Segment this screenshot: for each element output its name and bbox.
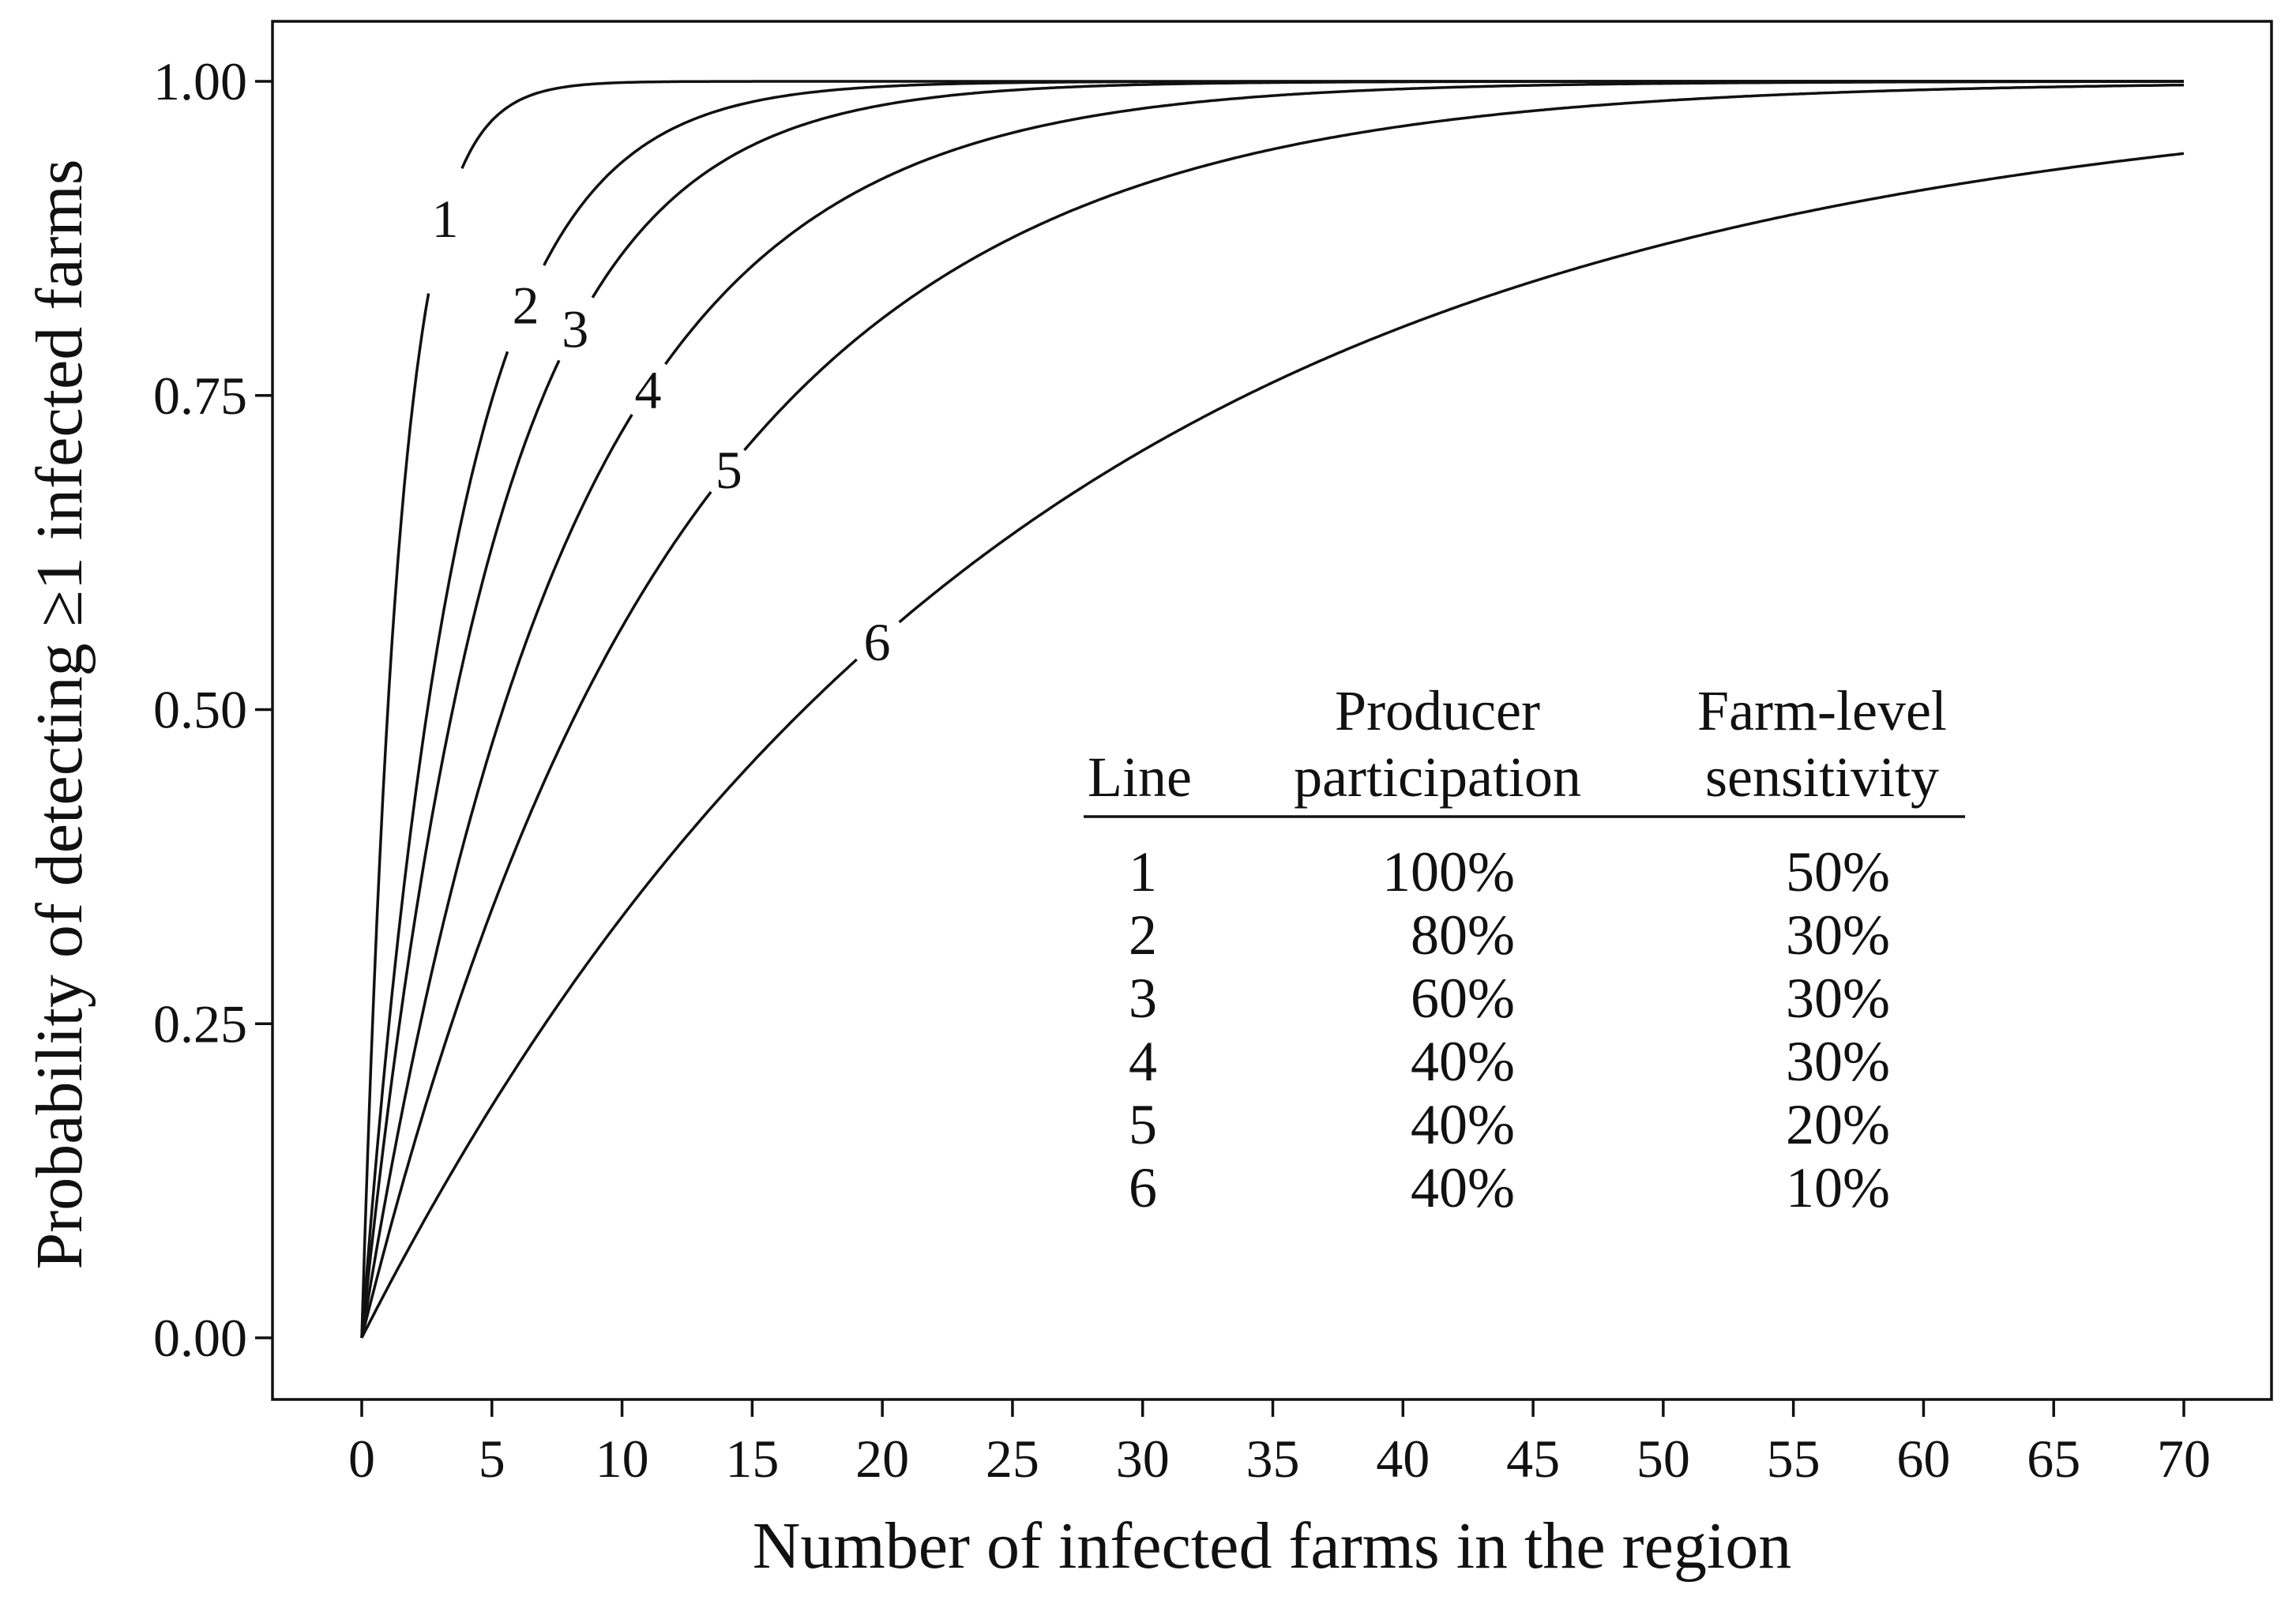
series-label-6: 6 [864, 612, 891, 672]
x-tick-label: 50 [1637, 1429, 1690, 1489]
y-tick-label: 1.00 [153, 51, 247, 111]
x-tick-label: 60 [1896, 1429, 1950, 1489]
x-tick-label: 15 [725, 1429, 779, 1489]
legend-cell: 10% [1786, 1156, 1890, 1219]
x-tick-label: 30 [1116, 1429, 1170, 1489]
x-tick-label: 55 [1767, 1429, 1821, 1489]
legend-cell: 30% [1786, 903, 1890, 967]
series-label-1: 1 [431, 189, 458, 249]
legend-cell: 3 [1129, 967, 1157, 1030]
legend-header: Producer [1335, 679, 1540, 742]
legend-header: Line [1088, 746, 1192, 809]
series-line-5 [360, 83, 2185, 1339]
series-label-3: 3 [562, 299, 588, 359]
legend-cell: 1 [1129, 840, 1157, 903]
series-label-5: 5 [716, 440, 742, 500]
legend-cell: 40% [1411, 1156, 1515, 1219]
legend-cell: 4 [1129, 1030, 1157, 1093]
legend-cell: 5 [1129, 1093, 1157, 1156]
x-tick-label: 45 [1506, 1429, 1560, 1489]
y-tick-label: 0.00 [153, 1308, 247, 1368]
x-tick-label: 70 [2157, 1429, 2211, 1489]
legend-cell: 30% [1786, 1030, 1890, 1093]
legend-header: sensitivity [1705, 746, 1939, 809]
x-tick-label: 20 [855, 1429, 909, 1489]
x-axis-title: Number of infected farms in the region [753, 1509, 1792, 1583]
legend-cell: 80% [1411, 903, 1515, 967]
x-tick-label: 40 [1376, 1429, 1430, 1489]
legend-cell: 20% [1786, 1093, 1890, 1156]
y-tick-label: 0.75 [153, 366, 247, 426]
legend-cell: 40% [1411, 1030, 1515, 1093]
series-label-2: 2 [513, 275, 539, 335]
x-tick-label: 65 [2027, 1429, 2080, 1489]
legend-cell: 100% [1382, 840, 1515, 903]
plot-frame [271, 20, 2273, 1401]
y-tick-label: 0.50 [153, 680, 247, 740]
x-tick-label: 5 [479, 1429, 505, 1489]
series-label-4: 4 [635, 360, 662, 420]
x-tick-label: 0 [348, 1429, 375, 1489]
series-line-4 [360, 80, 2184, 1339]
x-tick-label: 35 [1246, 1429, 1300, 1489]
legend-header: Farm-level [1697, 679, 1947, 742]
x-tick-label: 25 [986, 1429, 1039, 1489]
x-tick-label: 10 [596, 1429, 649, 1489]
legend-cell: 2 [1129, 903, 1157, 967]
legend-cell: 60% [1411, 967, 1515, 1030]
legend-cell: 50% [1786, 840, 1890, 903]
legend-cell: 6 [1129, 1156, 1157, 1219]
legend-cell: 40% [1411, 1093, 1515, 1156]
y-axis-title: Probability of detecting ≥1 infected far… [23, 159, 96, 1269]
legend-header: participation [1294, 746, 1581, 809]
y-tick-label: 0.25 [153, 994, 247, 1054]
legend-cell: 30% [1786, 967, 1890, 1030]
series-line-6 [360, 152, 2185, 1339]
